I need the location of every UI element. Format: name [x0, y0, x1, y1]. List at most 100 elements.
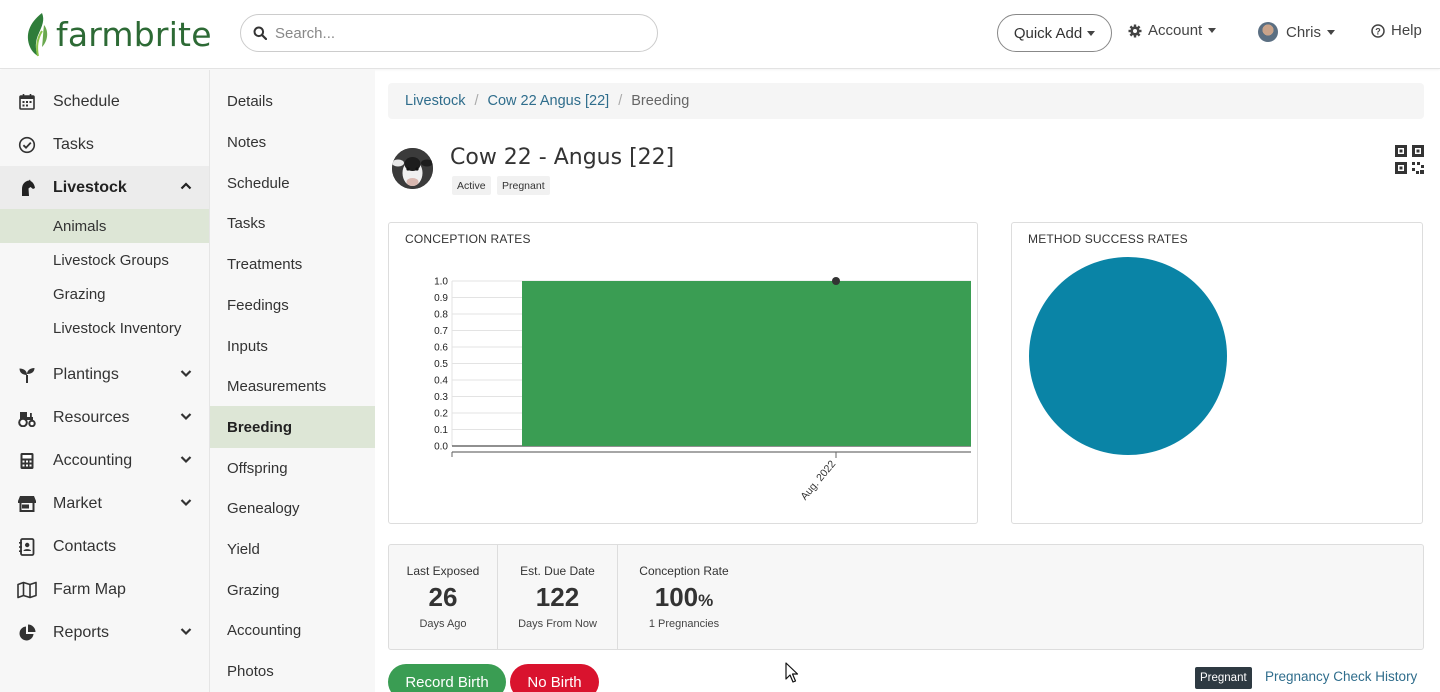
leaf-logo-icon — [27, 13, 48, 57]
y-tick-label: 0.1 — [434, 425, 448, 436]
subnav-label: Genealogy — [227, 499, 300, 517]
brand-name: farmbrite — [56, 14, 212, 54]
y-tick-label: 0.9 — [434, 293, 448, 304]
pregnant-status-badge: Pregnant — [1195, 667, 1252, 689]
sidebar-item-reports[interactable]: Reports — [0, 611, 209, 654]
sidebar-item-accounting[interactable]: Accounting — [0, 439, 209, 482]
qr-code-icon[interactable] — [1395, 145, 1424, 177]
stat-label: Conception Rate — [639, 564, 729, 578]
stat-unit: % — [698, 591, 714, 610]
subnav-label: Measurements — [227, 377, 327, 395]
stat-sub: Days Ago — [419, 618, 467, 630]
main-sidebar: Schedule Tasks Livestock Animals Livesto… — [0, 70, 209, 692]
conception-rates-panel: CONCEPTION RATES 1.0 0.9 0.8 0.7 0.6 0.5 0.4 0.… — [388, 222, 978, 524]
sidebar-item-livestock[interactable]: Livestock — [0, 166, 209, 209]
stat-conception-rate: Conception Rate 100% 1 Pregnancies — [618, 545, 750, 649]
caret-down-icon — [1087, 30, 1096, 36]
subnav-inputs[interactable]: Inputs — [210, 325, 375, 367]
sidebar-item-farm-map[interactable]: Farm Map — [0, 568, 209, 611]
sidebar-sub-livestock-groups[interactable]: Livestock Groups — [0, 243, 209, 277]
search-input[interactable] — [275, 24, 635, 42]
seedling-icon — [17, 365, 37, 385]
sidebar-item-market[interactable]: Market — [0, 482, 209, 525]
y-tick-label: 0.2 — [434, 409, 448, 420]
subnav-tasks[interactable]: Tasks — [210, 202, 375, 244]
user-menu[interactable]: Chris — [1258, 22, 1336, 42]
subnav-grazing[interactable]: Grazing — [210, 569, 375, 611]
subnav-label: Details — [227, 92, 273, 110]
pie-slice — [1029, 257, 1227, 455]
chevron-down-icon — [180, 370, 192, 378]
sidebar-item-label: Resources — [53, 408, 130, 426]
sidebar-sub-livestock-inventory[interactable]: Livestock Inventory — [0, 311, 209, 345]
subnav-label: Treatments — [227, 255, 303, 273]
bar — [522, 281, 971, 446]
farmbrite-logo[interactable]: farmbrite — [24, 10, 212, 58]
no-birth-button[interactable]: No Birth — [510, 664, 599, 692]
subnav-measurements[interactable]: Measurements — [210, 365, 375, 407]
sidebar-item-label: Contacts — [53, 537, 117, 555]
sidebar-item-plantings[interactable]: Plantings — [0, 353, 209, 396]
caret-down-icon — [1327, 29, 1336, 35]
status-badge-pregnant: Pregnant — [497, 176, 550, 195]
sidebar-item-resources[interactable]: Resources — [0, 396, 209, 439]
x-tick-label: Aug. 2022 — [798, 458, 838, 503]
subnav-details[interactable]: Details — [210, 80, 375, 122]
subnav-treatments[interactable]: Treatments — [210, 243, 375, 285]
help-link[interactable]: ? Help — [1371, 22, 1422, 39]
account-menu[interactable]: Account — [1128, 22, 1217, 39]
help-label: Help — [1391, 22, 1422, 39]
chevron-down-icon — [180, 628, 192, 636]
subnav-label: Inputs — [227, 337, 268, 355]
stat-label: Est. Due Date — [520, 564, 595, 578]
stat-value: 100% — [618, 582, 750, 613]
question-circle-icon: ? — [1371, 23, 1385, 38]
breadcrumb-animal-link[interactable]: Cow 22 Angus [22] — [487, 93, 610, 109]
subnav-breeding[interactable]: Breeding — [210, 406, 375, 448]
subnav-label: Schedule — [227, 174, 290, 192]
user-avatar — [1258, 22, 1278, 42]
subnav-feedings[interactable]: Feedings — [210, 284, 375, 326]
record-birth-button[interactable]: Record Birth — [388, 664, 506, 692]
sidebar-item-tasks[interactable]: Tasks — [0, 123, 209, 166]
breadcrumb-separator: / — [618, 93, 623, 109]
conception-rates-chart: 1.0 0.9 0.8 0.7 0.6 0.5 0.4 0.3 0.2 0.1 0.0 Aug. 20… — [434, 277, 971, 503]
sidebar-item-label: Farm Map — [53, 580, 126, 598]
check-circle-icon — [17, 135, 37, 155]
subnav-label: Accounting — [227, 621, 302, 639]
chevron-down-icon — [180, 413, 192, 421]
pregnancy-check-history-link[interactable]: Pregnancy Check History — [1265, 669, 1418, 684]
breadcrumb-current: Breeding — [631, 93, 690, 109]
data-point — [832, 277, 840, 285]
subnav-schedule[interactable]: Schedule — [210, 162, 375, 204]
breadcrumb-livestock-link[interactable]: Livestock — [405, 93, 466, 109]
subnav-notes[interactable]: Notes — [210, 121, 375, 163]
stat-number: 122 — [535, 582, 580, 612]
y-tick-label: 1.0 — [434, 277, 448, 288]
sidebar-sub-grazing[interactable]: Grazing — [0, 277, 209, 311]
subnav-photos[interactable]: Photos — [210, 650, 375, 692]
subnav-genealogy[interactable]: Genealogy — [210, 487, 375, 529]
stat-divider — [617, 545, 618, 649]
svg-text:?: ? — [1375, 26, 1381, 36]
subnav-yield[interactable]: Yield — [210, 528, 375, 570]
method-success-panel: METHOD SUCCESS RATES — [1011, 222, 1423, 524]
caret-down-icon — [1208, 28, 1217, 33]
subnav-label: Breeding — [227, 418, 293, 436]
subnav-accounting[interactable]: Accounting — [210, 609, 375, 651]
subnav-label: Yield — [227, 540, 260, 558]
animal-photo[interactable] — [392, 148, 433, 189]
gear-icon — [1128, 24, 1142, 37]
search-box[interactable] — [240, 14, 658, 52]
subnav-offspring[interactable]: Offspring — [210, 447, 375, 489]
subnav-label: Notes — [227, 133, 267, 151]
account-label: Account — [1148, 22, 1203, 39]
sidebar-item-schedule[interactable]: Schedule — [0, 80, 209, 123]
chevron-up-icon — [180, 182, 192, 190]
sidebar-sub-animals[interactable]: Animals — [0, 209, 209, 243]
chevron-down-icon — [180, 456, 192, 464]
stat-due-date: Est. Due Date 122 Days From Now — [498, 545, 617, 649]
subnav-label: Photos — [227, 662, 274, 680]
sidebar-item-contacts[interactable]: Contacts — [0, 525, 209, 568]
quick-add-button[interactable]: Quick Add — [997, 14, 1112, 52]
